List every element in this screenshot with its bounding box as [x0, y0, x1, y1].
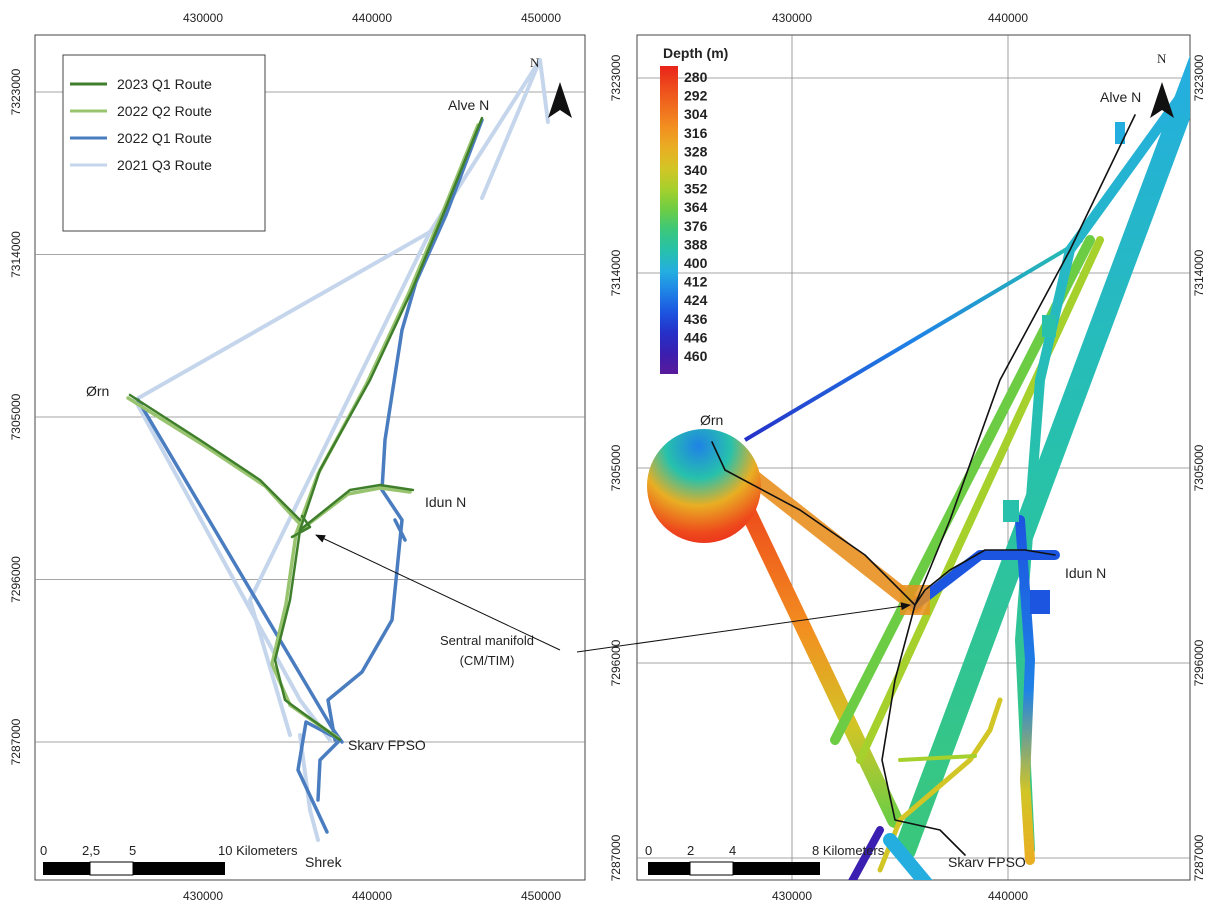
legend-label: 2022 Q2 Route [117, 103, 212, 119]
depth-label: 376 [684, 218, 708, 234]
place-label: Ørn [700, 412, 723, 428]
x-tick-label: 440000 [352, 889, 392, 903]
left-map: 2023 Q1 Route 2022 Q2 Route 2022 Q1 Route 2… [35, 35, 585, 880]
depth-label: 292 [684, 88, 708, 104]
x-tick-label: 430000 [772, 889, 812, 903]
scale-label: 4 [729, 843, 736, 858]
y-tick-label: 7323000 [609, 54, 623, 101]
annotation: (CM/TIM) [460, 653, 515, 668]
y-tick-label: 7296000 [609, 639, 623, 686]
legend-label: 2021 Q3 Route [117, 157, 212, 173]
place-label: Idun N [425, 494, 466, 510]
depth-label: 352 [684, 181, 708, 197]
y-tick-label: 7305000 [1192, 444, 1206, 491]
depth-label: 424 [684, 292, 708, 308]
place-label: Alve N [448, 97, 489, 113]
scale-bar [648, 862, 820, 875]
x-tick-label: 450000 [521, 889, 561, 903]
y-tick-label: 7287000 [609, 834, 623, 881]
y-tick-label: 7287000 [9, 718, 23, 765]
map-page: 2023 Q1 Route 2022 Q2 Route 2022 Q1 Route 2… [0, 0, 1213, 911]
y-tick-label: 7305000 [9, 393, 23, 440]
place-label: Skarv FPSO [948, 854, 1026, 870]
legend-label: 2022 Q1 Route [117, 130, 212, 146]
north-label: N [1157, 51, 1167, 66]
y-tick-label: 7296000 [1192, 639, 1206, 686]
scale-bar [43, 862, 225, 875]
scale-label: 10 Kilometers [218, 843, 298, 858]
y-tick-label: 7323000 [9, 68, 23, 115]
x-tick-label: 440000 [352, 11, 392, 25]
y-tick-label: 7314000 [609, 249, 623, 296]
x-tick-label: 430000 [183, 889, 223, 903]
north-label: N [530, 55, 540, 70]
right-map: Depth (m) 280 292 304 316 328 340 352 364 376 388… [637, 35, 1200, 900]
place-label: Shrek [305, 854, 343, 870]
scale-label: 2,5 [82, 843, 100, 858]
y-tick-label: 7323000 [1192, 54, 1206, 101]
x-tick-label: 450000 [521, 11, 561, 25]
legend-title: Depth (m) [663, 45, 728, 61]
scale-label: 0 [40, 843, 47, 858]
y-tick-label: 7314000 [9, 231, 23, 278]
depth-label: 328 [684, 143, 708, 159]
y-tick-label: 7314000 [1192, 249, 1206, 296]
depth-color-bar [660, 66, 678, 374]
y-tick-label: 7296000 [9, 556, 23, 603]
place-label: Idun N [1065, 565, 1106, 581]
legend-label: 2023 Q1 Route [117, 76, 212, 92]
depth-label: 316 [684, 125, 708, 141]
depth-label: 400 [684, 255, 708, 271]
depth-label: 340 [684, 162, 708, 178]
depth-label: 460 [684, 348, 708, 364]
x-tick-label: 440000 [988, 889, 1028, 903]
scale-label: 2 [687, 843, 694, 858]
annotation: Sentral manifold [440, 633, 534, 648]
y-tick-label: 7305000 [609, 444, 623, 491]
scale-label: 0 [645, 843, 652, 858]
depth-label: 446 [684, 329, 708, 345]
place-label: Alve N [1100, 89, 1141, 105]
depth-label: 280 [684, 69, 708, 85]
depth-label: 304 [684, 106, 708, 122]
y-tick-label: 7287000 [1192, 834, 1206, 881]
x-tick-label: 440000 [988, 11, 1028, 25]
depth-label: 364 [684, 199, 708, 215]
place-label: Skarv FPSO [348, 737, 426, 753]
scale-label: 8 Kilometers [812, 843, 885, 858]
depth-label: 436 [684, 311, 708, 327]
depth-label: 412 [684, 274, 708, 290]
scale-label: 5 [129, 843, 136, 858]
x-tick-label: 430000 [183, 11, 223, 25]
x-tick-label: 430000 [772, 11, 812, 25]
depth-label: 388 [684, 236, 708, 252]
place-label: Ørn [86, 383, 109, 399]
